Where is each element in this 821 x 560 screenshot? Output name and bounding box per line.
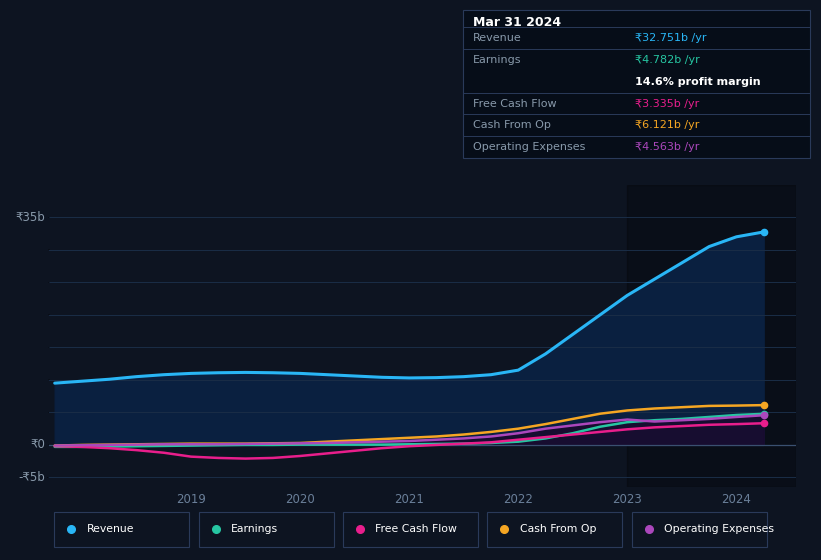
Text: 14.6% profit margin: 14.6% profit margin (635, 77, 761, 87)
Bar (631, 512, 767, 547)
Text: ₹4.782b /yr: ₹4.782b /yr (635, 55, 700, 65)
Text: Free Cash Flow: Free Cash Flow (473, 99, 557, 109)
Text: Revenue: Revenue (87, 524, 135, 534)
Text: Revenue: Revenue (473, 33, 521, 43)
Text: Cash From Op: Cash From Op (520, 524, 596, 534)
Text: ₹0: ₹0 (30, 438, 45, 451)
Text: Earnings: Earnings (473, 55, 521, 65)
Text: ₹32.751b /yr: ₹32.751b /yr (635, 33, 707, 43)
Text: Operating Expenses: Operating Expenses (664, 524, 774, 534)
Text: -₹5b: -₹5b (19, 471, 45, 484)
Bar (343, 512, 478, 547)
Bar (54, 512, 190, 547)
Text: ₹4.563b /yr: ₹4.563b /yr (635, 142, 699, 152)
Text: Earnings: Earnings (231, 524, 278, 534)
Text: ₹35b: ₹35b (16, 211, 45, 224)
Text: ₹6.121b /yr: ₹6.121b /yr (635, 120, 699, 130)
Text: ₹3.335b /yr: ₹3.335b /yr (635, 99, 699, 109)
Bar (627, 185, 796, 487)
Text: Operating Expenses: Operating Expenses (473, 142, 585, 152)
Text: Mar 31 2024: Mar 31 2024 (473, 16, 561, 29)
Bar (199, 512, 333, 547)
Text: Free Cash Flow: Free Cash Flow (375, 524, 457, 534)
Text: Cash From Op: Cash From Op (473, 120, 551, 130)
Bar (488, 512, 622, 547)
